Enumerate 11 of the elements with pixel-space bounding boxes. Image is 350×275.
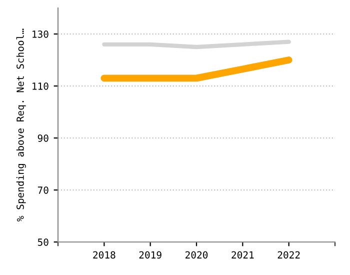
y-tick-label: 70 xyxy=(38,186,48,194)
y-axis-title: % Spending above Req. Net School… xyxy=(16,28,26,222)
x-tick-label: 2018 xyxy=(93,251,116,259)
y-tick-label: 110 xyxy=(32,82,48,90)
y-tick-label: 50 xyxy=(38,238,48,246)
y-tick-label: 90 xyxy=(38,134,48,142)
x-tick-label: 2020 xyxy=(186,251,208,259)
y-tick-label: 130 xyxy=(32,30,48,38)
x-tick-label: 2019 xyxy=(139,251,162,259)
x-tick-label: 2022 xyxy=(278,251,300,259)
x-tick-label: 2021 xyxy=(232,251,254,259)
